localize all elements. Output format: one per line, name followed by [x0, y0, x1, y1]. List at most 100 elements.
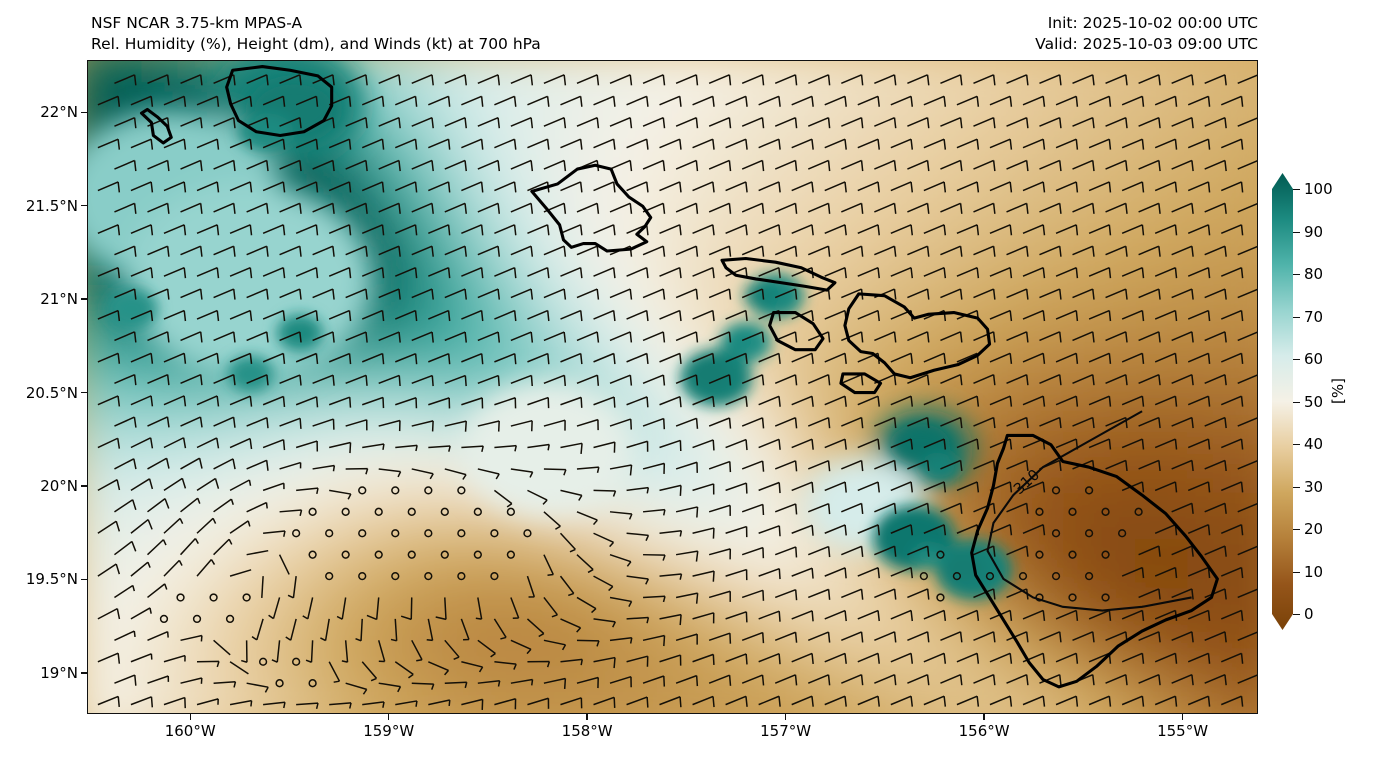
wind-barb [510, 597, 520, 620]
wind-barb [708, 117, 732, 129]
wind-barb [477, 420, 500, 432]
wind-barb [1154, 395, 1178, 407]
wind-barb [1171, 288, 1194, 300]
wind-barb [361, 138, 385, 150]
latitude-tick-label: 22°N [40, 103, 78, 122]
wind-barb [328, 352, 352, 365]
wind-barb [229, 352, 253, 364]
wind-barb [560, 95, 583, 107]
wind-barb [758, 181, 781, 193]
wind-barb [907, 288, 930, 300]
wind-barb [725, 224, 748, 236]
wind-barb [989, 138, 1013, 150]
wind-barb [1171, 202, 1194, 214]
wind-barb [725, 438, 748, 451]
wind-barb [341, 640, 349, 663]
wind-barb [279, 159, 302, 172]
calm-wind-symbol [391, 529, 400, 538]
wind-barb [1022, 181, 1046, 193]
calm-wind-symbol [1101, 507, 1110, 516]
wind-barb [279, 245, 302, 257]
wind-barb [196, 477, 220, 492]
wind-barb [411, 288, 434, 300]
wind-barb [1138, 288, 1161, 300]
wind-barb [246, 682, 269, 693]
wind-barb [345, 682, 368, 695]
wind-barb [461, 224, 484, 236]
wind-barb [378, 331, 401, 343]
wind-barb [642, 675, 666, 687]
wind-barb [593, 489, 617, 497]
wind-barb [378, 202, 401, 214]
wind-barb [411, 374, 434, 387]
wind-barb [857, 567, 880, 579]
wind-barb [874, 588, 897, 600]
wind-barb [394, 266, 418, 279]
wind-barb [576, 331, 600, 343]
wind-barb [1039, 331, 1062, 343]
wind-barb [97, 437, 121, 449]
wind-barb [923, 481, 947, 493]
wind-barb [262, 138, 286, 150]
longitude-tick-mark [387, 714, 390, 720]
wind-barb [312, 418, 335, 430]
wind-barb [147, 675, 170, 684]
wind-barb [510, 159, 534, 172]
wind-barb [923, 181, 947, 193]
wind-barb [1022, 695, 1046, 707]
wind-barb [841, 674, 864, 686]
calm-wind-symbol [1084, 486, 1094, 495]
wind-barb [180, 373, 203, 386]
wind-barb [510, 288, 534, 300]
wind-barb [1154, 352, 1178, 364]
wind-barb [130, 696, 154, 708]
wind-barb [378, 74, 401, 86]
wind-barb [708, 159, 732, 172]
wind-barb [1187, 695, 1211, 707]
wind-barb [1105, 117, 1128, 129]
wind-barb [461, 309, 484, 322]
wind-barb [362, 701, 385, 708]
wind-barb [907, 374, 930, 386]
wind-barb [1072, 631, 1095, 643]
wind-barb [510, 74, 534, 86]
wind-barb [940, 245, 963, 257]
wind-barb [1220, 309, 1244, 322]
wind-barb [675, 674, 699, 687]
wind-barb [692, 224, 715, 236]
wind-barb [890, 395, 914, 407]
calm-wind-symbol [341, 550, 350, 559]
wind-barb [114, 458, 137, 470]
wind-barb [527, 660, 551, 668]
wind-barb [659, 95, 682, 107]
latitude-tick-mark [81, 672, 87, 674]
colorbar-tick [1293, 486, 1300, 488]
wind-barb [461, 698, 484, 710]
wind-barb [147, 288, 170, 300]
wind-barb [791, 138, 814, 150]
wind-barb [114, 674, 137, 686]
wind-barb [1154, 309, 1178, 322]
colorbar-tick-label: 70 [1304, 307, 1324, 326]
wind-barb [923, 224, 947, 236]
wind-barb [1237, 631, 1257, 642]
wind-barb [262, 352, 286, 364]
wind-barb [593, 95, 616, 107]
wind-barb [708, 288, 732, 300]
wind-barb [1220, 695, 1244, 707]
wind-barb [1039, 374, 1062, 386]
wind-barb [229, 266, 253, 279]
wind-barb [494, 224, 517, 236]
wind-barb [741, 288, 765, 300]
wind-barb [428, 181, 451, 193]
wind-barb [1006, 74, 1029, 86]
wind-barb [659, 613, 682, 626]
wind-barb [824, 438, 847, 450]
wind-barb [807, 331, 831, 343]
wind-barb [626, 309, 649, 322]
calm-wind-symbol [506, 550, 516, 559]
wind-barb [312, 202, 335, 214]
wind-barb [874, 331, 897, 343]
wind-barb [1055, 138, 1079, 150]
wind-barb [973, 545, 996, 557]
